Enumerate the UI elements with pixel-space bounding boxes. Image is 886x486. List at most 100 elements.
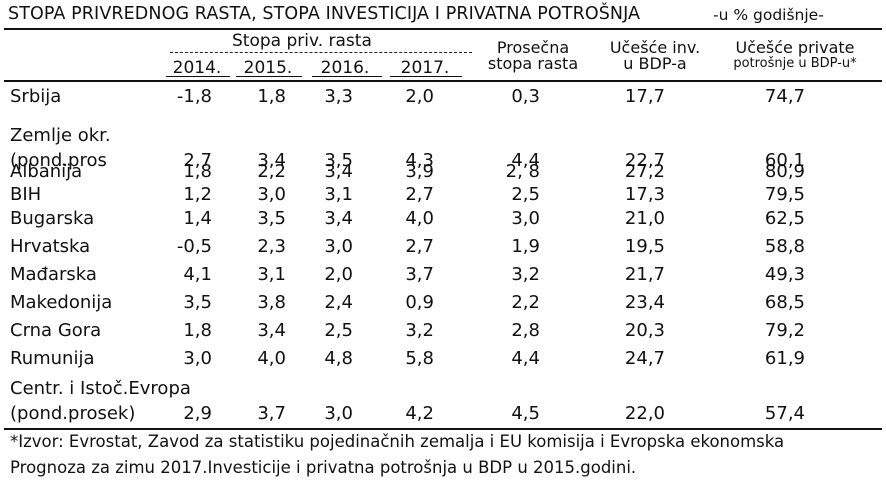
table-cell: 2,5 [324, 320, 353, 341]
year-underline [390, 76, 462, 77]
table-cell: 79,2 [764, 320, 805, 341]
table-cell: 61,9 [764, 348, 805, 369]
table-cell: 23,4 [624, 292, 665, 313]
table-cell: 21,0 [624, 208, 665, 229]
table-cell: 2,9 [183, 403, 212, 424]
row-label: Makedonija [10, 292, 113, 313]
footnote-line-2: Prognoza za zimu 2017.Investicije i priv… [10, 458, 637, 477]
investment-share-header: Učešće inv. u BDP-a [609, 38, 701, 73]
table-cell: 2,7 [405, 184, 434, 205]
table-cell: 3,8 [257, 292, 286, 313]
row-label: (pond.pros [10, 150, 107, 171]
table-cell: 17,3 [624, 184, 665, 205]
table-cell: 2,2 [511, 292, 540, 313]
table-cell: 49,3 [764, 264, 805, 285]
year-header-2017: 2017. [400, 58, 450, 78]
table-cell: 2,7 [183, 150, 212, 171]
row-label: Mađarska [10, 264, 97, 285]
table-cell: 2,3 [257, 236, 286, 257]
table-cell: 1,8 [183, 161, 212, 182]
table-cell: 2,2 [257, 161, 286, 182]
private-share-header: Učešće private potrošnje u BDP-u* [733, 38, 857, 72]
table-cell: 21,7 [624, 264, 665, 285]
table-cell: 4,4 [511, 150, 540, 171]
table-cell: 3,4 [324, 208, 353, 229]
row-label: (pond.prosek) [10, 403, 136, 424]
table-cell: 22,0 [624, 403, 665, 424]
year-header-2015: 2015. [243, 58, 293, 78]
table-cell: 2,8 [511, 320, 540, 341]
table-cell: 1,4 [183, 208, 212, 229]
table-cell: 3,4 [257, 150, 286, 171]
table-cell: 60,1 [764, 150, 805, 171]
footnote-line-1: *Izvor: Evrostat, Zavod za statistiku po… [10, 432, 785, 451]
table-cell: 3,0 [511, 208, 540, 229]
table-cell: 3,0 [324, 236, 353, 257]
table-cell: 3,1 [324, 184, 353, 205]
table-cell: 24,7 [624, 348, 665, 369]
year-header-2014: 2014. [172, 58, 222, 78]
row-label: Bugarska [10, 208, 95, 229]
table-cell: 80,9 [764, 161, 805, 182]
table-cell: 4,3 [405, 150, 434, 171]
top-rule [4, 28, 882, 30]
year-header-2016: 2016. [320, 58, 370, 78]
table-cell: 3,0 [257, 184, 286, 205]
table-cell: 4,5 [511, 403, 540, 424]
table-cell: 3,3 [324, 86, 353, 107]
table-cell: 3,1 [257, 264, 286, 285]
row-label: Hrvatska [10, 236, 91, 257]
table-cell: 17,7 [624, 86, 665, 107]
table-cell: 4,2 [405, 403, 434, 424]
table-cell: 20,3 [624, 320, 665, 341]
table-cell: 62,5 [764, 208, 805, 229]
table-cell: -1,8 [176, 86, 212, 107]
row-label: BIH [10, 184, 42, 205]
table-cell: 3,7 [257, 403, 286, 424]
table-cell: 3,5 [257, 208, 286, 229]
table-cell: 2, 8 [505, 161, 540, 182]
table-cell: 1,8 [183, 320, 212, 341]
unit-note: -u % godišnje- [713, 6, 824, 24]
table-cell: 57,4 [764, 403, 805, 424]
row-label: Rumunija [10, 348, 95, 369]
table-cell: 19,5 [624, 236, 665, 257]
growth-group-label: Stopa priv. rasta [232, 31, 372, 51]
row-label: Centr. i Istoč.Evropa [10, 378, 191, 399]
table-cell: -0,5 [176, 236, 212, 257]
table-cell: 2,5 [511, 184, 540, 205]
table-cell: 3,5 [183, 292, 212, 313]
table-cell: 2,7 [405, 236, 434, 257]
table-cell: 4,8 [324, 348, 353, 369]
table-cell: 3,5 [324, 150, 353, 171]
table-cell: 3,2 [405, 320, 434, 341]
bottom-rule [4, 428, 882, 430]
table-cell: 1,2 [183, 184, 212, 205]
row-label: Albanija [10, 161, 83, 182]
table-cell: 3,2 [511, 264, 540, 285]
table-cell: 3,0 [324, 403, 353, 424]
year-underline [236, 76, 302, 77]
table-cell: 3,4 [257, 320, 286, 341]
table-cell: 1,9 [511, 236, 540, 257]
year-underline [312, 76, 382, 77]
row-label: Crna Gora [10, 320, 102, 341]
table-cell: 58,8 [764, 236, 805, 257]
table-cell: 5,8 [405, 348, 434, 369]
table-cell: 79,5 [764, 184, 805, 205]
table-cell: 2,0 [405, 86, 434, 107]
table-cell: 3,7 [405, 264, 434, 285]
table-title: STOPA PRIVREDNOG RASTA, STOPA INVESTICIJ… [8, 4, 641, 24]
header-rule [4, 80, 882, 82]
table-cell: 4,4 [511, 348, 540, 369]
table-cell: 3,0 [183, 348, 212, 369]
table-cell: 0,3 [511, 86, 540, 107]
table-cell: 27,2 [624, 161, 665, 182]
table-cell: 2,0 [324, 264, 353, 285]
table-cell: 4,0 [257, 348, 286, 369]
table-cell: 22,7 [624, 150, 665, 171]
year-underline [166, 76, 230, 77]
table-cell: 3,9 [405, 161, 434, 182]
table-cell: 4,1 [183, 264, 212, 285]
avg-rate-header: Prosečna stopa rasta [487, 38, 579, 73]
